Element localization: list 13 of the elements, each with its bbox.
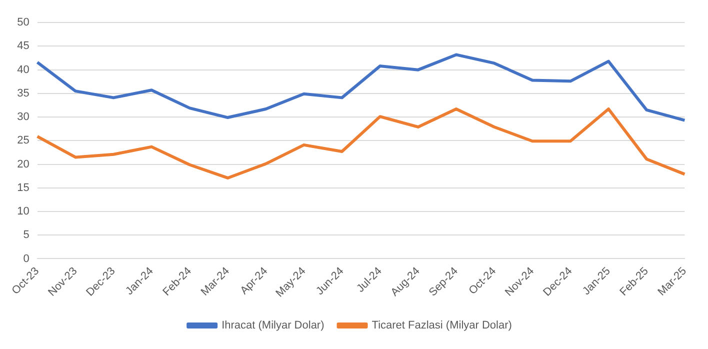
- y-tick-label: 45: [17, 40, 30, 52]
- y-tick-label: 10: [17, 206, 30, 218]
- y-tick-label: 50: [17, 16, 30, 29]
- y-tick-label: 25: [17, 134, 30, 147]
- y-tick-label: 30: [17, 111, 30, 124]
- legend-label: Ihracat (Milyar Dolar): [222, 320, 324, 332]
- y-tick-label: 0: [23, 252, 30, 265]
- y-tick-label: 20: [17, 158, 30, 170]
- y-tick-label: 5: [23, 229, 30, 242]
- y-tick-label: 35: [17, 87, 30, 100]
- y-tick-label: 40: [17, 64, 30, 76]
- y-tick-label: 15: [17, 182, 30, 194]
- legend-label: Ticaret Fazlasi (Milyar Dolar): [372, 320, 512, 332]
